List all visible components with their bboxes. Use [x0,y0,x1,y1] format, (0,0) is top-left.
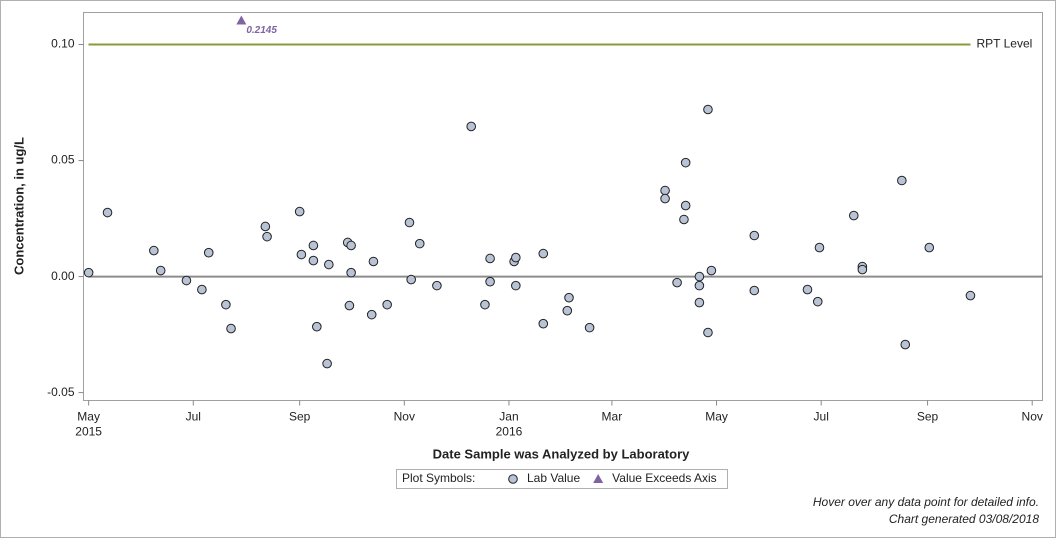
lab-value-point [322,358,332,369]
lab-value-point [562,305,573,316]
lab-value-point [308,240,319,251]
y-axis-label: Concentration, in ug/L [11,137,26,275]
lab-value-point [848,210,859,221]
lab-value-point [346,240,356,251]
lab-value-point [296,249,307,260]
x-tick-label: Mar [602,410,623,424]
lab-value-point [694,297,705,308]
lab-value-point [344,300,355,311]
lab-value-point [366,309,377,320]
lab-value-point [382,299,392,310]
x-tick-label: Jan [499,410,518,424]
lab-value-point [584,322,595,333]
lab-value-point [260,221,271,232]
lab-value-point [404,217,415,228]
x-tick-label: May [77,410,100,424]
lab-value-point [102,207,113,218]
lab-value-point [83,267,94,278]
x-tick-label: Sep [289,410,311,424]
lab-value-point [511,280,521,291]
lab-value-point [149,245,159,256]
y-tick-label: -0.05 [47,385,75,399]
x-tick-label: Jul [814,410,829,424]
footnote: Hover over any data point for detailed i… [813,495,1039,509]
lab-value-point [432,280,442,291]
lab-value-point [538,318,549,329]
lab-value-point [203,247,214,258]
lab-value-point [466,121,477,132]
plot-frame [83,12,1043,401]
lab-value-point [857,264,868,275]
lab-value-point [262,231,272,242]
y-tick-label: 0.05 [51,153,75,167]
lab-value-point [680,200,691,211]
lab-value-point [308,255,319,266]
lab-value-point [324,259,334,270]
footnote: Chart generated 03/08/2018 [889,512,1039,526]
lab-value-point [660,193,670,204]
lab-value-point [706,265,717,276]
legend-marker [508,474,518,484]
lab-value-point [897,175,907,186]
lab-value-point [414,238,425,249]
lab-value-point [965,290,976,301]
legend-label: Value Exceeds Axis [612,471,717,485]
legend-box [396,469,728,489]
lab-value-point [900,339,911,350]
lab-value-point [703,104,713,115]
x-tick-year: 2016 [496,425,523,439]
lab-value-point [679,214,689,225]
lab-value-point [814,242,825,253]
reference-label: RPT Level [977,37,1033,51]
legend-label: Lab Value [527,471,580,485]
lab-value-point [346,267,356,278]
lab-value-point [694,271,705,282]
lab-value-point [538,248,549,259]
legend-title: Plot Symbols: [402,471,475,485]
lab-value-point [564,292,574,303]
x-tick-label: Nov [1022,410,1043,424]
lab-value-point [226,323,236,334]
lab-value-point [924,242,935,253]
lab-value-point [312,321,322,332]
lab-value-point [197,284,207,295]
lab-value-point [694,280,705,291]
y-tick-label: 0.00 [51,269,75,283]
x-axis-label: Date Sample was Analyzed by Laboratory [433,446,690,461]
value-label: 0.2145 [246,25,277,36]
x-tick-label: May [705,410,728,424]
lab-value-point [181,275,192,286]
lab-value-point [406,274,416,285]
lab-value-point [812,296,823,307]
lab-value-point [221,299,231,310]
exceeds-marker [236,15,247,25]
lab-value-point [511,252,521,263]
lab-value-point [680,157,691,168]
lab-value-point [660,185,670,196]
lab-value-point [749,285,760,296]
lab-value-point [749,230,760,241]
lab-value-point [480,299,490,310]
legend-marker [593,474,604,483]
x-tick-label: Jul [186,410,201,424]
lab-value-point [294,206,305,217]
lab-value-point [485,253,495,264]
lab-value-point [485,276,495,287]
x-tick-label: Nov [394,410,415,424]
lab-value-point [703,327,713,338]
lab-value-point [155,265,166,276]
x-tick-label: Sep [917,410,939,424]
lab-value-point [802,284,813,295]
y-tick-label: 0.10 [51,37,75,51]
lab-value-point [368,256,379,267]
lab-value-point [672,277,682,288]
x-tick-year: 2015 [75,425,102,439]
